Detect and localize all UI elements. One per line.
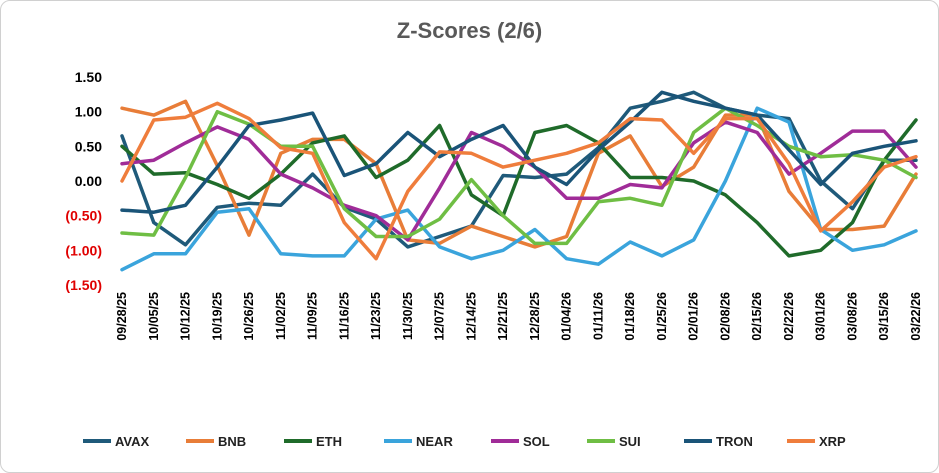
series-line-eth — [120, 118, 918, 258]
x-tick-label: 02/01/26 — [687, 292, 701, 341]
series-lines — [120, 90, 918, 272]
x-tick-label: 11/09/25 — [306, 292, 320, 340]
legend-item-near: NEAR — [384, 434, 453, 449]
x-axis: 09/28/25 10/05/25 10/12/25 10/19/25 10/26/25… — [115, 292, 923, 341]
legend-item-xrp: XRP — [787, 434, 846, 449]
x-tick-label: 11/02/25 — [274, 292, 288, 340]
y-axis: 1.50 1.00 0.50 0.00 (0.50) (1.00) (1.50) — [65, 69, 102, 293]
y-tick-label: (0.50) — [65, 208, 102, 224]
legend-label: NEAR — [416, 434, 453, 449]
legend-label: XRP — [819, 434, 846, 449]
x-tick-label: 03/15/26 — [877, 292, 891, 341]
y-tick-label: 1.50 — [75, 69, 102, 85]
x-tick-label: 10/19/25 — [210, 292, 224, 341]
legend-label: SUI — [619, 434, 641, 449]
legend-item-sol: SOL — [491, 434, 550, 449]
legend-item-sui: SUI — [587, 434, 641, 449]
legend-label: TRON — [716, 434, 753, 449]
x-tick-label: 10/12/25 — [179, 292, 193, 341]
x-tick-label: 12/28/25 — [528, 292, 542, 341]
x-tick-label: 12/14/25 — [464, 292, 478, 341]
legend-label: AVAX — [115, 434, 150, 449]
x-tick-label: 03/01/26 — [814, 292, 828, 341]
y-tick-label: (1.50) — [65, 277, 102, 293]
x-tick-label: 02/22/26 — [782, 292, 796, 341]
x-tick-label: 02/15/26 — [750, 292, 764, 341]
x-tick-label: 12/21/25 — [496, 292, 510, 341]
y-tick-label: 0.00 — [75, 173, 102, 189]
x-tick-label: 03/22/26 — [909, 292, 923, 341]
y-tick-label: (1.00) — [65, 242, 102, 258]
x-tick-label: 03/08/26 — [845, 292, 859, 341]
y-tick-label: 0.50 — [75, 138, 102, 154]
x-tick-label: 11/16/25 — [337, 292, 351, 340]
x-tick-label: 01/11/26 — [591, 292, 605, 340]
series-line-near — [120, 106, 918, 272]
legend-item-bnb: BNB — [186, 434, 246, 449]
legend-label: ETH — [316, 434, 342, 449]
legend-label: SOL — [523, 434, 550, 449]
x-tick-label: 10/05/25 — [147, 292, 161, 341]
x-tick-label: 10/26/25 — [242, 292, 256, 341]
legend-item-eth: ETH — [284, 434, 342, 449]
x-tick-label: 09/28/25 — [115, 292, 129, 341]
series-line-xrp — [120, 101, 918, 261]
legend-label: BNB — [218, 434, 246, 449]
legend: AVAX BNB ETH NEAR SOL SUI TRON XRP — [83, 434, 846, 449]
x-tick-label: 11/30/25 — [401, 292, 415, 340]
x-tick-label: 02/08/26 — [718, 292, 732, 341]
x-tick-label: 12/07/25 — [433, 292, 447, 341]
chart-title: Z-Scores (2/6) — [396, 18, 543, 43]
legend-item-avax: AVAX — [83, 434, 150, 449]
x-tick-label: 01/18/26 — [623, 292, 637, 341]
x-tick-label: 01/04/26 — [560, 292, 574, 341]
x-tick-label: 11/23/25 — [369, 292, 383, 340]
y-tick-label: 1.00 — [75, 104, 102, 120]
x-tick-label: 01/25/26 — [655, 292, 669, 341]
legend-item-tron: TRON — [684, 434, 753, 449]
series-line-sol — [120, 120, 918, 242]
